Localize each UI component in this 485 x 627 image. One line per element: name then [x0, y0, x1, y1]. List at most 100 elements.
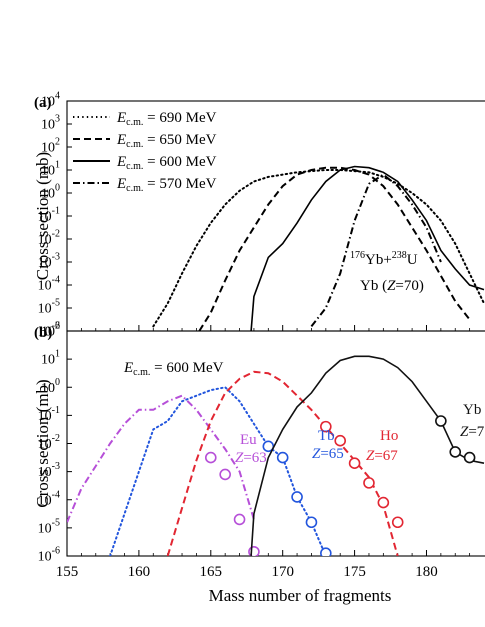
y-tick-label-part: 10: [38, 256, 52, 271]
element-annotation-part: =70): [395, 278, 423, 294]
y-tick-label: 10-5: [38, 298, 60, 317]
legend-entry: Ec.m. = 690 MeV: [116, 110, 217, 128]
y-tick-label-part: 10: [41, 381, 55, 396]
x-axis-label: Mass number of fragments: [209, 586, 392, 605]
energy-label-part: c.m.: [133, 367, 150, 378]
panel-label: (b): [34, 325, 52, 341]
y-tick-label-part: -6: [52, 546, 60, 557]
reaction-annotation-part: U: [407, 252, 418, 268]
legend-entry-part: = 690 MeV: [143, 110, 216, 126]
legend-entry-part: E: [116, 132, 126, 148]
y-tick-label-part: 10: [41, 187, 55, 202]
y-tick-label-part: 10: [41, 118, 55, 133]
element-annotation-part: Yb (: [360, 278, 387, 294]
y-tick-label: 10-2: [38, 433, 60, 452]
series-label-element-part: Yb: [463, 402, 481, 418]
series-label-element: Yb: [463, 402, 481, 418]
data-point-marker: [320, 420, 332, 433]
legend-entry-part: c.m.: [126, 161, 143, 172]
y-tick-label-part: -5: [52, 298, 60, 309]
legend-entry-part: = 650 MeV: [143, 132, 216, 148]
y-tick-label-part: -3: [52, 461, 60, 472]
x-tick-label: 165: [200, 564, 223, 580]
reaction-annotation-part: 176: [350, 250, 365, 261]
series-label-z-part: Z: [235, 450, 244, 466]
y-tick-label-part: -1: [52, 206, 60, 217]
y-tick-label: 102: [41, 137, 60, 156]
panel-label-part: (a): [34, 95, 52, 111]
data-point-marker: [334, 434, 347, 447]
energy-label-part: E: [123, 360, 133, 376]
x-axis-label-part: Mass number of fragments: [209, 586, 392, 605]
x-tick-label-part: 180: [415, 564, 438, 580]
series-line-1: [198, 166, 471, 331]
y-tick-label-part: 10: [38, 521, 52, 536]
y-tick-label: 102: [41, 321, 60, 340]
data-point-marker: [233, 513, 246, 526]
y-tick-label-part: 10: [38, 550, 52, 565]
reaction-annotation: 176Yb+238U: [350, 250, 418, 268]
y-tick-label: 10-4: [38, 275, 60, 294]
y-tick-label-part: 10: [38, 493, 52, 508]
data-point-marker: [449, 446, 462, 458]
y-tick-label-part: 0: [55, 377, 60, 388]
x-tick-label-part: 165: [200, 564, 223, 580]
series-label-z-part: Z: [366, 448, 375, 464]
y-tick-label: 100: [41, 183, 60, 202]
y-tick-label-part: -4: [52, 489, 60, 500]
series-label-z: Z=67: [366, 448, 398, 464]
series-line-1: [109, 386, 327, 556]
y-tick-label-part: 1: [55, 160, 60, 171]
energy-label-part: = 600 MeV: [150, 360, 223, 376]
y-tick-label-part: 10: [41, 164, 55, 179]
series-line-0: [152, 169, 485, 328]
x-tick-label: 180: [415, 564, 438, 580]
y-tick-label-part: -1: [52, 405, 60, 416]
x-tick-label: 160: [128, 564, 151, 580]
x-tick-label-part: 160: [128, 564, 151, 580]
legend-entry-part: E: [116, 176, 126, 192]
legend-entry-part: = 600 MeV: [143, 154, 216, 170]
x-tick-label-part: 175: [343, 564, 366, 580]
y-tick-label-part: -2: [52, 229, 60, 240]
data-point-marker: [219, 468, 231, 481]
series-label-z-part: =7: [468, 424, 484, 440]
panel-label: (a): [34, 95, 52, 111]
y-tick-label-part: -3: [52, 252, 60, 263]
y-tick-label-part: -4: [52, 275, 60, 286]
legend-entry: Ec.m. = 570 MeV: [116, 176, 217, 194]
y-tick-label-part: 10: [41, 95, 55, 110]
series-label-element: Ho: [380, 428, 398, 444]
y-tick-label: 10-1: [38, 206, 60, 225]
y-tick-label-part: 10: [38, 465, 52, 480]
y-tick-label: 103: [41, 114, 60, 133]
y-tick-label: 10-3: [38, 461, 60, 480]
y-tick-label-part: 4: [55, 91, 60, 102]
y-tick-label: 10-5: [38, 517, 60, 536]
legend-entry: Ec.m. = 650 MeV: [116, 132, 217, 150]
element-annotation: Yb (Z=70): [360, 278, 424, 294]
series-label-z-part: =65: [320, 446, 343, 462]
x-tick-label: 170: [271, 564, 294, 580]
element-annotation-part: Z: [387, 278, 396, 294]
y-tick-label-part: 10: [41, 325, 55, 340]
y-tick-label-part: 10: [38, 279, 52, 294]
x-tick-label-part: 170: [271, 564, 294, 580]
y-tick-label-part: 2: [55, 321, 60, 332]
y-tick-label-part: -6: [52, 321, 60, 332]
y-tick-label-part: 10: [41, 141, 55, 156]
data-point-marker: [435, 415, 447, 427]
y-tick-label-part: 10: [41, 353, 55, 368]
data-point-marker: [463, 451, 476, 464]
data-point-marker: [363, 477, 375, 489]
y-axis-label: Cross section (mb): [33, 152, 52, 280]
series-label-element-part: Tb: [318, 428, 335, 444]
series-line-2: [166, 370, 399, 556]
legend-entry-part: c.m.: [126, 117, 143, 128]
data-point-marker: [391, 516, 404, 529]
y-tick-label: 101: [41, 160, 60, 179]
y-tick-label-part: 0: [55, 183, 60, 194]
x-tick-label: 155: [56, 564, 79, 580]
reaction-annotation-part: Yb+: [365, 252, 392, 268]
series-line-3: [310, 173, 442, 328]
